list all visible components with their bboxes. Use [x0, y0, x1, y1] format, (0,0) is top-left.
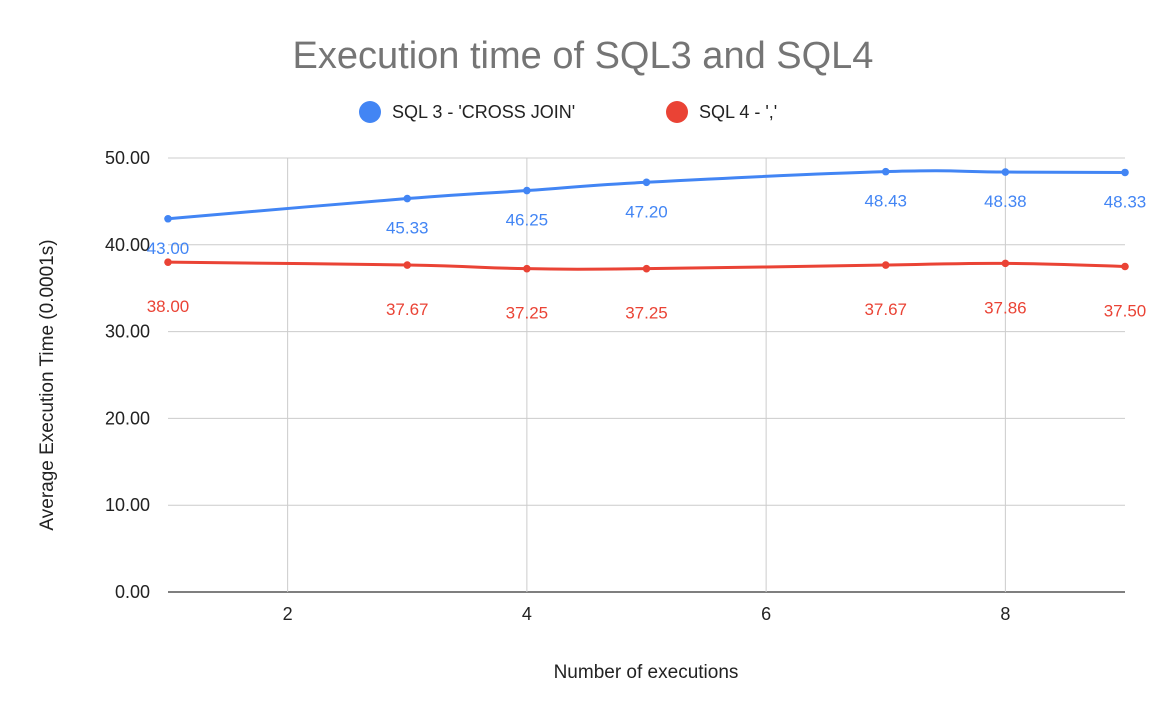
legend-marker: [359, 101, 381, 123]
data-label: 48.43: [864, 192, 907, 211]
data-labels: 43.00 45.33 46.25 47.20 48.43 48.38 48.33 38.00…: [147, 192, 1147, 323]
y-tick-label: 0.00: [115, 582, 150, 602]
data-point: [1121, 262, 1129, 271]
x-tick-label: 4: [522, 604, 532, 624]
x-axis-ticks: 2 4 6 8: [283, 604, 1011, 624]
y-axis-ticks: 0.00 10.00 20.00 30.00 40.00 50.00: [105, 148, 150, 602]
data-point: [642, 264, 651, 273]
data-label: 46.25: [506, 211, 549, 230]
data-label: 43.00: [147, 239, 190, 258]
data-point: [523, 264, 531, 273]
data-point: [523, 186, 531, 195]
x-tick-label: 6: [761, 604, 771, 624]
legend-item: SQL 3 - 'CROSS JOIN': [359, 101, 575, 123]
x-tick-label: 2: [283, 604, 293, 624]
y-axis-label: Average Execution Time (0.0001s): [37, 239, 58, 530]
data-point: [881, 167, 890, 176]
data-point: [1001, 259, 1010, 268]
data-label: 37.67: [386, 300, 429, 319]
data-label: 37.50: [1104, 302, 1147, 321]
y-tick-label: 50.00: [105, 148, 150, 168]
data-label: 37.86: [984, 298, 1027, 317]
data-label: 47.20: [625, 202, 668, 221]
data-point: [1121, 168, 1129, 177]
legend-item: SQL 4 - ',': [666, 101, 777, 123]
legend-marker: [666, 101, 688, 123]
x-tick-label: 8: [1000, 604, 1010, 624]
data-label: 37.67: [864, 300, 907, 319]
data-point: [403, 194, 412, 203]
data-point: [403, 261, 412, 269]
legend-label: SQL 4 - ',': [699, 102, 777, 122]
grid-lines: [168, 157, 1125, 593]
x-axis-label: Number of executions: [554, 662, 739, 683]
y-tick-label: 30.00: [105, 322, 150, 342]
y-tick-label: 40.00: [105, 235, 150, 255]
data-label: 38.00: [147, 297, 190, 316]
data-point: [1001, 168, 1010, 176]
y-tick-label: 20.00: [105, 408, 150, 428]
series-layer: [164, 167, 1129, 273]
data-label: 48.38: [984, 192, 1027, 211]
data-point: [642, 178, 651, 187]
data-point: [164, 214, 172, 223]
data-point: [164, 258, 172, 266]
data-label: 45.33: [386, 219, 429, 238]
legend: SQL 3 - 'CROSS JOIN' SQL 4 - ',': [359, 101, 777, 123]
legend-label: SQL 3 - 'CROSS JOIN': [392, 102, 575, 122]
chart-title: Execution time of SQL3 and SQL4: [293, 35, 874, 77]
data-label: 48.33: [1104, 192, 1147, 211]
data-label: 37.25: [625, 304, 668, 323]
data-point: [881, 261, 890, 269]
y-tick-label: 10.00: [105, 495, 150, 515]
data-label: 37.25: [506, 304, 549, 323]
